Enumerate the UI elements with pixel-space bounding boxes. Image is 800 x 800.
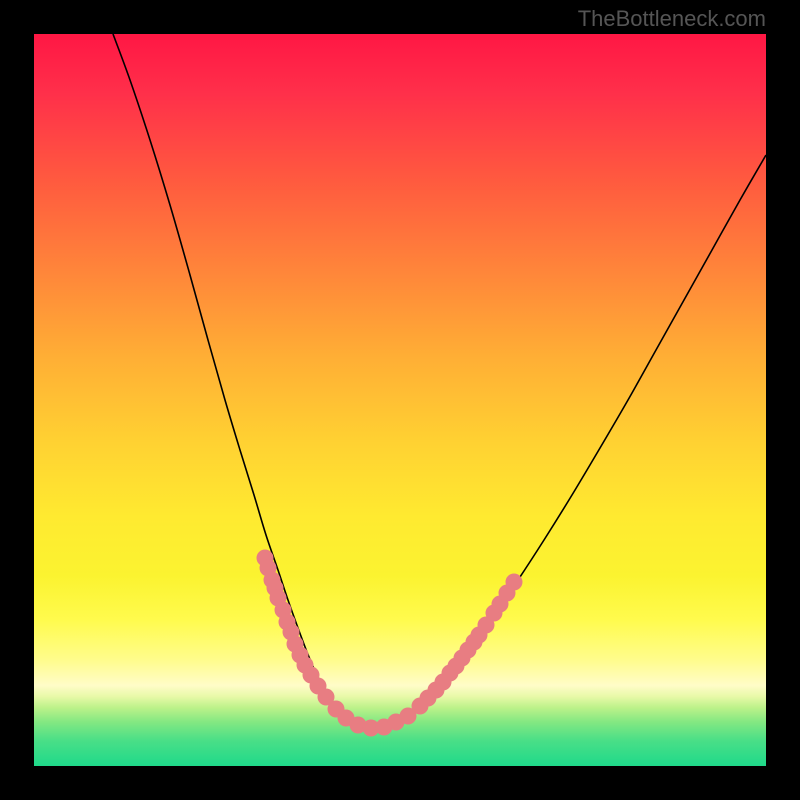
gradient-background xyxy=(34,34,766,766)
watermark-text: TheBottleneck.com xyxy=(578,6,766,32)
plot-area xyxy=(34,34,766,766)
